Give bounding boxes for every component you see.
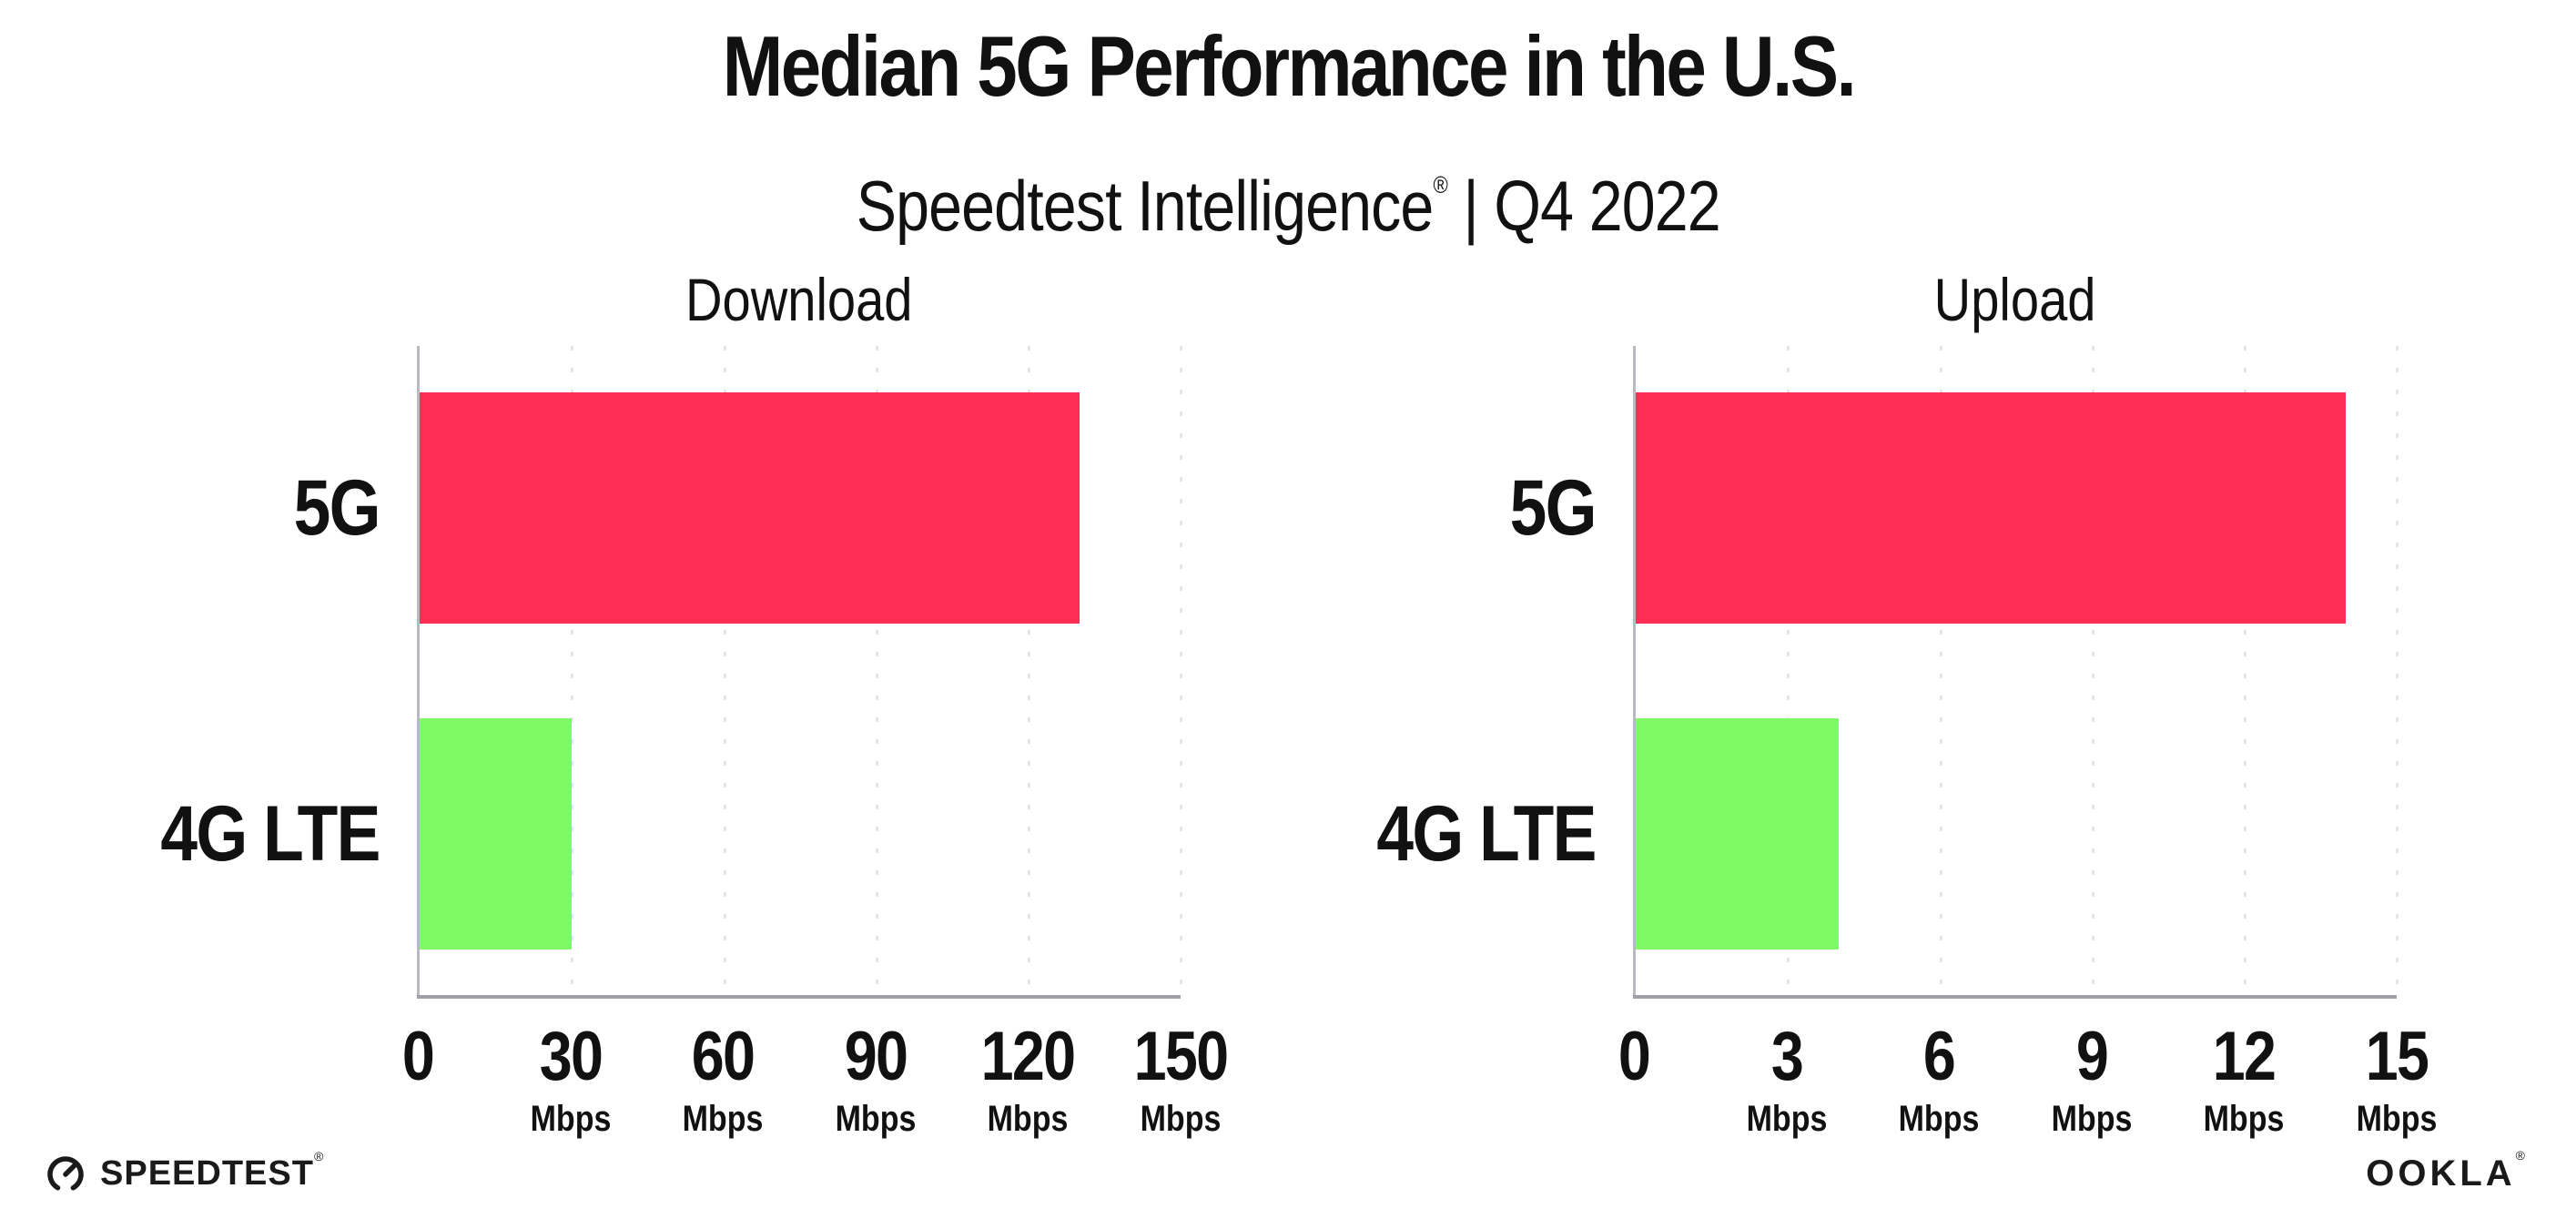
x-tick-unit: Mbps — [988, 1098, 1069, 1139]
x-tick: 12 Mbps — [2196, 1017, 2291, 1139]
gridline — [2091, 345, 2094, 997]
page-subtitle: Speedtest Intelligence® | Q4 2022 — [0, 165, 2576, 246]
y-axis-label-4g-lte: 4G LTE — [1376, 789, 1597, 878]
page-title-text: Median 5G Performance in the U.S. — [722, 18, 1856, 114]
download-chart-panel: Download 5G 4G LTE 0 30 Mbps 60 Mbps 90 Mbps 120… — [160, 269, 1229, 1195]
download-y-axis-labels: 5G 4G LTE — [160, 346, 417, 997]
speedtest-wordmark: SPEEDTEST® — [100, 1149, 324, 1194]
x-tick: 15 Mbps — [2349, 1017, 2444, 1139]
download-chart-body: 5G 4G LTE — [160, 345, 1182, 999]
x-tick-value: 90 — [844, 1017, 908, 1095]
x-tick: 6 Mbps — [1891, 1017, 1986, 1139]
bar-4g-lte — [1636, 717, 1840, 950]
speedtest-logo: SPEEDTEST® — [44, 1149, 324, 1195]
x-tick-unit: Mbps — [1140, 1098, 1222, 1139]
gridline — [2396, 345, 2399, 997]
speedtest-reg-mark: ® — [313, 1148, 325, 1163]
x-tick: 30 Mbps — [522, 1017, 617, 1139]
x-tick-unit: Mbps — [2356, 1098, 2438, 1139]
gridline — [1787, 345, 1790, 997]
x-tick-value: 150 — [1133, 1017, 1229, 1095]
chart-title-download-text: Download — [685, 265, 913, 333]
x-tick: 120 Mbps — [973, 1017, 1083, 1139]
x-tick: 9 Mbps — [2044, 1017, 2139, 1139]
y-axis-label-5g: 5G — [1509, 463, 1597, 552]
gridline — [2243, 345, 2246, 997]
x-tick: 0 — [1616, 1017, 1652, 1095]
x-tick-value: 120 — [981, 1017, 1076, 1095]
x-tick-value: 9 — [2075, 1017, 2109, 1095]
upload-chart-body: 5G 4G LTE — [1376, 345, 2399, 999]
figure-footer: SPEEDTEST® OOKLA® — [44, 1148, 2529, 1195]
x-tick-value: 15 — [2365, 1017, 2429, 1095]
subtitle-period: | Q4 2022 — [1446, 165, 1720, 246]
download-x-axis-ticks: 0 30 Mbps 60 Mbps 90 Mbps 120 Mbps 150 Mbps — [402, 1017, 1229, 1195]
x-tick-value: 30 — [539, 1017, 603, 1095]
ookla-reg-mark: ® — [2515, 1147, 2529, 1163]
charts-row: Download 5G 4G LTE 0 30 Mbps 60 Mbps 90 Mbps 120… — [0, 269, 2576, 1195]
ookla-logo: OOKLA® — [2366, 1148, 2529, 1194]
upload-x-axis-ticks: 0 3 Mbps 6 Mbps 9 Mbps 12 Mbps 15 Mbps — [1618, 1017, 2438, 1195]
bar-5g — [1636, 391, 2347, 624]
x-tick-value: 3 — [1770, 1017, 1803, 1095]
x-tick-unit: Mbps — [835, 1098, 917, 1139]
page-subtitle-text: Speedtest Intelligence® | Q4 2022 — [856, 165, 1720, 246]
x-tick-unit: Mbps — [2051, 1098, 2133, 1139]
x-tick: 60 Mbps — [675, 1017, 770, 1139]
upload-y-axis-labels: 5G 4G LTE — [1376, 346, 1633, 997]
bar-5g — [420, 391, 1080, 624]
upload-chart-panel: Upload 5G 4G LTE 0 3 Mbps 6 Mbps 9 Mbps 12 Mbps 15… — [1376, 269, 2438, 1195]
gridline — [571, 345, 574, 997]
x-tick-unit: Mbps — [530, 1098, 611, 1139]
x-tick-value: 0 — [401, 1017, 435, 1095]
x-tick-unit: Mbps — [682, 1098, 764, 1139]
subtitle-brand: Speedtest Intelligence — [856, 165, 1434, 246]
bar-4g-lte — [420, 717, 573, 950]
page-title: Median 5G Performance in the U.S. — [0, 18, 2576, 114]
x-tick-unit: Mbps — [2204, 1098, 2285, 1139]
chart-title-upload-text: Upload — [1934, 265, 2096, 333]
gridline — [875, 345, 878, 997]
upload-plot-area — [1633, 345, 2399, 999]
speedtest-gauge-icon — [47, 1156, 84, 1193]
x-tick-value: 60 — [691, 1017, 756, 1095]
x-tick: 150 Mbps — [1126, 1017, 1236, 1139]
x-tick-value: 12 — [2213, 1017, 2277, 1095]
x-tick-value: 6 — [1923, 1017, 1956, 1095]
registered-trademark-mark: ® — [1433, 170, 1447, 198]
x-tick-unit: Mbps — [1746, 1098, 1827, 1139]
upload-x-axis-line — [1633, 994, 2397, 999]
gridline — [723, 345, 726, 997]
ookla-5g-report-figure: { "header": { "title": "Median 5G Perfor… — [0, 18, 2576, 1219]
x-tick: 90 Mbps — [828, 1017, 923, 1139]
gridline — [1939, 345, 1942, 997]
gridline — [1180, 345, 1182, 997]
ookla-wordmark-text: OOKLA — [2366, 1153, 2516, 1194]
x-tick: 3 Mbps — [1739, 1017, 1833, 1139]
y-axis-label-4g-lte: 4G LTE — [160, 789, 380, 878]
x-tick-unit: Mbps — [1898, 1098, 1980, 1139]
x-tick: 0 — [400, 1017, 436, 1095]
figure-header: Median 5G Performance in the U.S. Speedt… — [0, 18, 2576, 246]
y-axis-label-5g: 5G — [293, 463, 380, 552]
chart-title-download: Download — [418, 269, 1181, 330]
chart-title-upload: Upload — [1634, 269, 2397, 330]
download-x-axis-line — [417, 994, 1181, 999]
download-plot-area — [417, 345, 1182, 999]
x-tick-value: 0 — [1618, 1017, 1651, 1095]
speedtest-wordmark-text: SPEEDTEST — [100, 1153, 314, 1193]
gridline — [1027, 345, 1030, 997]
